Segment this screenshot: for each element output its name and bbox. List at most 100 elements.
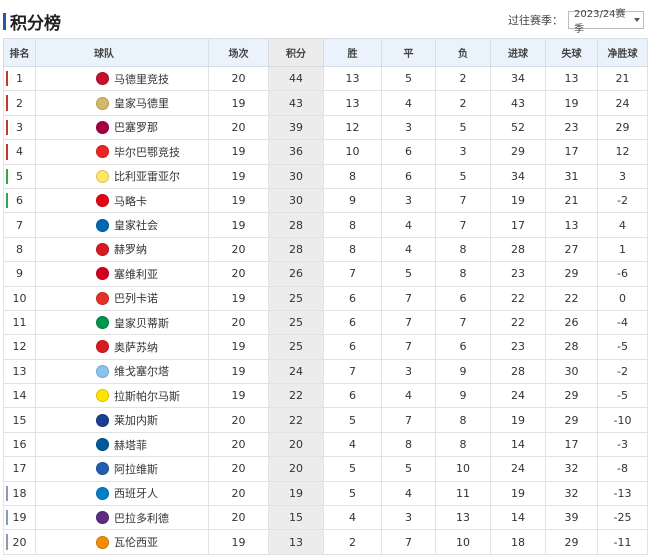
header-team[interactable]: 球队 bbox=[35, 38, 209, 67]
draws-cell: 7 bbox=[381, 334, 436, 360]
table-row[interactable]: 17 阿拉维斯 20 20 5 5 10 24 32 -8 bbox=[3, 456, 648, 482]
header-played[interactable]: 场次 bbox=[208, 38, 269, 67]
table-row[interactable]: 15 莱加内斯 20 22 5 7 8 19 29 -10 bbox=[3, 407, 648, 433]
header-losses[interactable]: 负 bbox=[435, 38, 491, 67]
table-row[interactable]: 12 奥萨苏纳 19 25 6 7 6 23 28 -5 bbox=[3, 334, 648, 360]
goals-for-cell: 29 bbox=[490, 139, 546, 165]
draws-cell: 8 bbox=[381, 431, 436, 458]
table-row[interactable]: 4 毕尔巴鄂竞技 19 36 10 6 3 29 17 12 bbox=[3, 139, 648, 165]
table-row[interactable]: 20 瓦伦西亚 19 13 2 7 10 18 29 -11 bbox=[3, 529, 648, 555]
rank-cell: 15 bbox=[3, 407, 36, 433]
team-name[interactable]: 拉斯帕尔马斯 bbox=[114, 389, 180, 403]
team-name[interactable]: 马略卡 bbox=[114, 194, 147, 208]
team-cell[interactable]: 莱加内斯 bbox=[35, 407, 209, 433]
rank-value: 6 bbox=[16, 194, 23, 208]
team-cell[interactable]: 奥萨苏纳 bbox=[35, 334, 209, 360]
rank-value: 9 bbox=[16, 267, 23, 281]
table-row[interactable]: 6 马略卡 19 30 9 3 7 19 21 -2 bbox=[3, 187, 648, 214]
table-row[interactable]: 10 巴列卡诺 19 25 6 7 6 22 22 0 bbox=[3, 285, 648, 311]
team-name[interactable]: 阿拉维斯 bbox=[114, 462, 158, 476]
team-cell[interactable]: 赫塔菲 bbox=[35, 431, 209, 458]
header-goals-against[interactable]: 失球 bbox=[545, 38, 598, 67]
team-cell[interactable]: 皇家马德里 bbox=[35, 90, 209, 116]
table-row[interactable]: 11 皇家贝蒂斯 20 25 6 7 7 22 26 -4 bbox=[3, 309, 648, 336]
table-row[interactable]: 2 皇家马德里 19 43 13 4 2 43 19 24 bbox=[3, 90, 648, 116]
team-cell[interactable]: 拉斯帕尔马斯 bbox=[35, 383, 209, 409]
team-cell[interactable]: 马德里竞技 bbox=[35, 65, 209, 92]
team-name[interactable]: 瓦伦西亚 bbox=[114, 536, 158, 550]
team-cell[interactable]: 比利亚雷亚尔 bbox=[35, 163, 209, 189]
header-draws[interactable]: 平 bbox=[381, 38, 436, 67]
team-name[interactable]: 皇家马德里 bbox=[114, 97, 169, 111]
goals-for-cell: 19 bbox=[490, 187, 546, 214]
team-name[interactable]: 皇家贝蒂斯 bbox=[114, 316, 169, 330]
header-goal-difference[interactable]: 净胜球 bbox=[597, 38, 648, 67]
team-cell[interactable]: 马略卡 bbox=[35, 187, 209, 214]
team-cell[interactable]: 巴拉多利德 bbox=[35, 505, 209, 531]
team-name[interactable]: 巴塞罗那 bbox=[114, 121, 158, 135]
team-cell[interactable]: 西班牙人 bbox=[35, 480, 209, 507]
losses-cell: 7 bbox=[435, 187, 491, 214]
goals-for-cell: 19 bbox=[490, 480, 546, 507]
goals-against-cell: 28 bbox=[545, 334, 598, 360]
team-cell[interactable]: 塞维利亚 bbox=[35, 261, 209, 287]
team-logo-icon bbox=[96, 194, 109, 208]
header-rank[interactable]: 排名 bbox=[3, 38, 36, 67]
table-row[interactable]: 3 巴塞罗那 20 39 12 3 5 52 23 29 bbox=[3, 114, 648, 141]
goal-difference-cell: 21 bbox=[597, 65, 648, 92]
table-row[interactable]: 19 巴拉多利德 20 15 4 3 13 14 39 -25 bbox=[3, 505, 648, 531]
season-select[interactable]: 2023/24赛季 bbox=[568, 9, 644, 35]
team-cell[interactable]: 皇家贝蒂斯 bbox=[35, 309, 209, 336]
draws-cell: 4 bbox=[381, 480, 436, 507]
team-name[interactable]: 毕尔巴鄂竞技 bbox=[114, 145, 180, 159]
team-name[interactable]: 西班牙人 bbox=[114, 487, 158, 501]
table-row[interactable]: 16 赫塔菲 20 20 4 8 8 14 17 -3 bbox=[3, 431, 648, 458]
chevron-down-icon bbox=[634, 18, 640, 22]
team-name[interactable]: 巴拉多利德 bbox=[114, 511, 169, 525]
rank-cell: 20 bbox=[3, 529, 36, 555]
played-cell: 19 bbox=[208, 334, 269, 360]
zone-marker bbox=[6, 534, 8, 550]
table-row[interactable]: 8 赫罗纳 20 28 8 4 8 28 27 1 bbox=[3, 236, 648, 263]
goal-difference-cell: 29 bbox=[597, 114, 648, 141]
goal-difference-cell: -5 bbox=[597, 334, 648, 360]
team-cell[interactable]: 维戈塞尔塔 bbox=[35, 358, 209, 385]
team-cell[interactable]: 皇家社会 bbox=[35, 212, 209, 238]
points-cell: 28 bbox=[268, 236, 324, 263]
team-cell[interactable]: 毕尔巴鄂竞技 bbox=[35, 139, 209, 165]
team-name[interactable]: 维戈塞尔塔 bbox=[114, 365, 169, 379]
losses-cell: 8 bbox=[435, 431, 491, 458]
team-name[interactable]: 塞维利亚 bbox=[114, 267, 158, 281]
goals-for-cell: 18 bbox=[490, 529, 546, 555]
header-wins[interactable]: 胜 bbox=[323, 38, 382, 67]
team-name[interactable]: 奥萨苏纳 bbox=[114, 340, 158, 354]
goals-against-cell: 19 bbox=[545, 90, 598, 116]
team-name[interactable]: 赫塔菲 bbox=[114, 438, 147, 452]
team-cell[interactable]: 巴列卡诺 bbox=[35, 285, 209, 311]
team-name[interactable]: 马德里竞技 bbox=[114, 72, 169, 86]
team-cell[interactable]: 瓦伦西亚 bbox=[35, 529, 209, 555]
team-name[interactable]: 巴列卡诺 bbox=[114, 292, 158, 306]
rank-cell: 11 bbox=[3, 309, 36, 336]
points-cell: 28 bbox=[268, 212, 324, 238]
team-name[interactable]: 赫罗纳 bbox=[114, 243, 147, 257]
table-row[interactable]: 18 西班牙人 20 19 5 4 11 19 32 -13 bbox=[3, 480, 648, 507]
team-logo-icon bbox=[96, 486, 109, 500]
table-row[interactable]: 14 拉斯帕尔马斯 19 22 6 4 9 24 29 -5 bbox=[3, 383, 648, 409]
header-points[interactable]: 积分 bbox=[268, 38, 324, 67]
team-name[interactable]: 比利亚雷亚尔 bbox=[114, 170, 180, 184]
team-name[interactable]: 莱加内斯 bbox=[114, 414, 158, 428]
team-cell[interactable]: 阿拉维斯 bbox=[35, 456, 209, 482]
table-row[interactable]: 9 塞维利亚 20 26 7 5 8 23 29 -6 bbox=[3, 261, 648, 287]
table-row[interactable]: 13 维戈塞尔塔 19 24 7 3 9 28 30 -2 bbox=[3, 358, 648, 385]
team-name[interactable]: 皇家社会 bbox=[114, 219, 158, 233]
table-row[interactable]: 5 比利亚雷亚尔 19 30 8 6 5 34 31 3 bbox=[3, 163, 648, 189]
team-logo-icon bbox=[96, 535, 109, 549]
team-cell[interactable]: 赫罗纳 bbox=[35, 236, 209, 263]
header-goals-for[interactable]: 进球 bbox=[490, 38, 546, 67]
team-logo-icon bbox=[96, 511, 109, 525]
team-cell[interactable]: 巴塞罗那 bbox=[35, 114, 209, 141]
rank-cell: 6 bbox=[3, 187, 36, 214]
table-row[interactable]: 1 马德里竞技 20 44 13 5 2 34 13 21 bbox=[3, 65, 648, 92]
table-row[interactable]: 7 皇家社会 19 28 8 4 7 17 13 4 bbox=[3, 212, 648, 238]
